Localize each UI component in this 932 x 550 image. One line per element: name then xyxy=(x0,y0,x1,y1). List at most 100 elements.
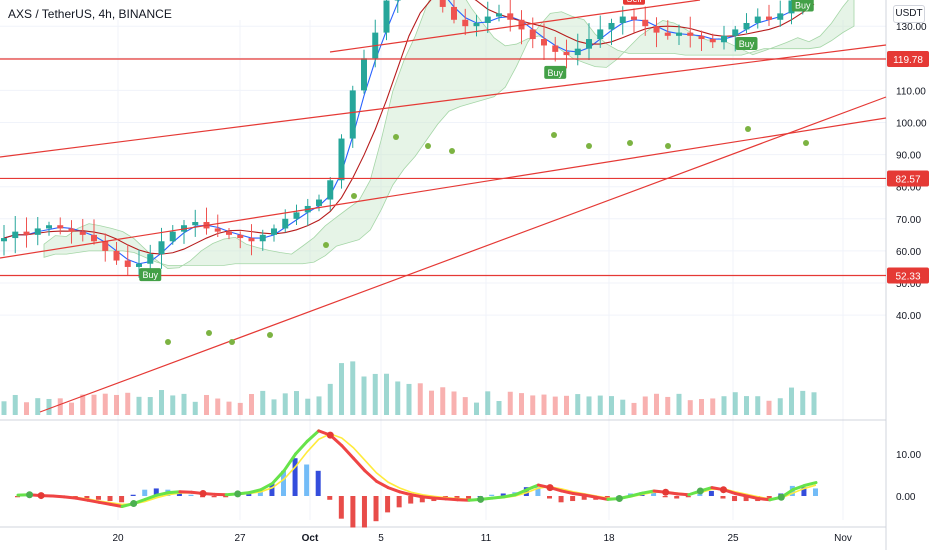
candle-body xyxy=(642,19,649,27)
time-tick-label: 20 xyxy=(112,533,124,544)
signal-dot xyxy=(425,143,431,149)
volume-bar xyxy=(766,400,772,415)
candle-body xyxy=(721,35,727,43)
volume-bar xyxy=(361,376,367,415)
histogram-bar xyxy=(720,496,726,499)
channel-line xyxy=(0,44,887,158)
histogram-bar xyxy=(361,496,367,528)
candle-body xyxy=(687,32,694,36)
histogram-bar xyxy=(350,496,356,528)
signal-label: Buy xyxy=(795,0,811,10)
oscillator-main-line xyxy=(247,488,263,495)
signal-dot xyxy=(586,143,592,149)
cross-dot xyxy=(696,487,704,495)
signal-label: Buy xyxy=(142,270,158,280)
candle-body xyxy=(473,22,480,27)
volume-bar xyxy=(215,398,221,415)
candle-body xyxy=(248,238,255,242)
oscillator-main-line xyxy=(583,493,598,499)
time-tick-label: 18 xyxy=(603,533,615,544)
oscillator-main-line xyxy=(398,490,413,497)
level-badge xyxy=(887,267,929,284)
signal-dot xyxy=(229,339,235,345)
histogram-bar xyxy=(500,493,506,496)
volume-bar xyxy=(372,373,378,415)
histogram-bar xyxy=(801,487,807,496)
histogram-bar xyxy=(211,496,217,498)
histogram-bar xyxy=(373,496,379,522)
histogram-bar xyxy=(142,489,148,496)
candle-body xyxy=(226,231,232,235)
histogram-bar xyxy=(766,496,772,499)
price-tick-label: 60.00 xyxy=(896,247,921,258)
candle-body xyxy=(158,241,165,255)
histogram-bar xyxy=(292,458,298,496)
volume-bar xyxy=(159,390,164,415)
signal-badge xyxy=(139,268,162,282)
signal-label: Sell xyxy=(626,0,641,4)
volume-bar xyxy=(316,396,322,415)
histogram-bar xyxy=(813,488,818,496)
candle-body xyxy=(34,228,41,235)
volume-bar xyxy=(575,394,581,415)
volume-bar xyxy=(507,391,513,415)
currency-badge[interactable]: USDT xyxy=(893,5,925,23)
volume-bar xyxy=(429,390,434,415)
histogram-bar xyxy=(708,490,714,496)
volume-bar xyxy=(35,398,41,415)
candle-body xyxy=(619,16,626,23)
oscillator-main-line xyxy=(513,488,529,497)
oscillator-main-line xyxy=(155,491,170,497)
candle-body xyxy=(293,212,300,219)
signal-dot xyxy=(393,134,399,140)
candle-body xyxy=(439,0,446,7)
candle-body xyxy=(631,16,637,20)
cross-dot xyxy=(234,490,242,498)
volume-bar xyxy=(732,392,738,415)
candle-body xyxy=(709,39,716,43)
volume-bar xyxy=(384,373,389,415)
price-tick-label: 80.00 xyxy=(896,183,921,194)
histogram-bar xyxy=(685,496,691,498)
volume-bar xyxy=(676,393,682,415)
candle-body xyxy=(124,260,131,267)
candle-body xyxy=(316,199,322,206)
oscillator-main-line xyxy=(571,491,587,497)
candle-body xyxy=(338,138,345,181)
signal-dot xyxy=(351,193,357,199)
cross-dot xyxy=(615,495,623,503)
oscillator-main-line xyxy=(51,494,66,499)
candle-body xyxy=(766,16,772,20)
oscillator-main-line xyxy=(733,491,749,498)
symbol-title: AXS / TetherUS, 4h, BINANCE xyxy=(8,7,172,21)
time-tick-label: 27 xyxy=(234,533,246,544)
oscillator-main-line xyxy=(270,469,286,485)
candle-body xyxy=(529,29,536,40)
volume-bar xyxy=(125,392,131,415)
volume-bar xyxy=(192,401,198,415)
histogram-bar xyxy=(385,496,391,513)
oscillator-main-line xyxy=(305,429,321,443)
volume-bar xyxy=(305,398,311,415)
histogram-bar xyxy=(338,496,344,519)
oscillator-main-line xyxy=(109,502,124,508)
oscillator-main-line xyxy=(74,496,89,502)
candle-body xyxy=(1,238,7,242)
level-badge xyxy=(887,170,929,187)
oscillator-main-line xyxy=(375,479,390,490)
candle-body xyxy=(383,0,390,33)
volume-bar xyxy=(631,402,637,415)
histogram-bar xyxy=(558,496,564,503)
candle-body xyxy=(136,263,142,267)
histogram-bar xyxy=(304,464,310,496)
channel-line xyxy=(329,0,701,53)
candle-body xyxy=(12,231,19,239)
volume-bar xyxy=(642,396,648,415)
oscillator-main-line xyxy=(444,497,459,502)
oscillator-main-line xyxy=(490,495,506,500)
volume-bar xyxy=(474,402,479,415)
oscillator-main-line xyxy=(421,495,436,500)
signal-badge xyxy=(735,36,758,50)
